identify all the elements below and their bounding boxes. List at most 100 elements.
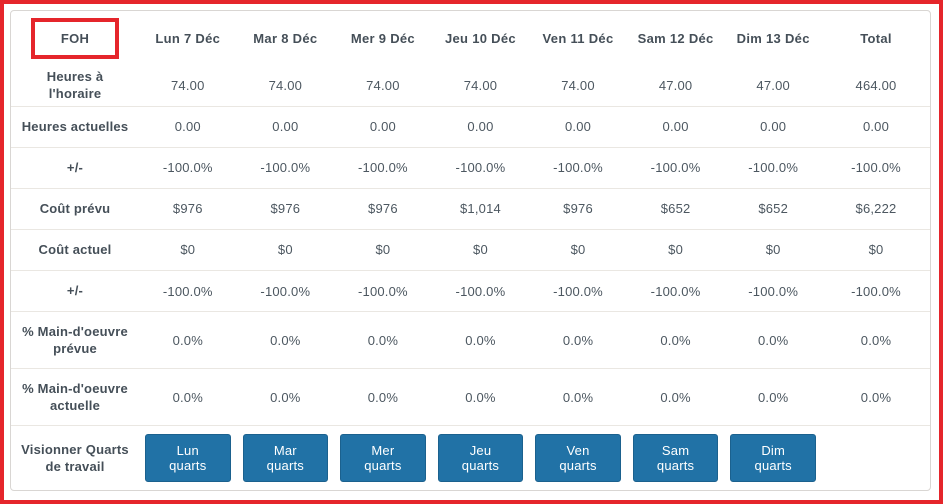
cell-value: 0.0% xyxy=(172,389,203,405)
foh-group-highlight-box: FOH xyxy=(30,17,120,59)
row-label: Heures actuelles xyxy=(21,118,129,134)
table-row: +/- -100.0% -100.0% -100.0% -100.0% -100.0% -1… xyxy=(11,270,930,312)
cell-value: -100.0% xyxy=(650,283,701,299)
cell-value: -100.0% xyxy=(553,283,603,299)
shifts-button-cell: Dim quarts xyxy=(724,426,822,490)
table-header-row: FOH Lun 7 Déc Mar 8 Déc Mer 9 Déc Jeu 10 Dé… xyxy=(11,11,930,65)
cell-value: 74.00 xyxy=(171,77,205,93)
labor-summary-table: FOH Lun 7 Déc Mar 8 Déc Mer 9 Déc Jeu 10 Dé… xyxy=(11,11,930,490)
cell-value: -100.0% xyxy=(748,160,799,176)
cell-value: 74.00 xyxy=(561,77,595,93)
cell-value: 0.00 xyxy=(564,119,592,135)
cell-value: 0.0% xyxy=(270,332,301,348)
cell-value: -100.0% xyxy=(162,160,213,176)
day-shifts-button[interactable]: Jeu quarts xyxy=(437,434,524,483)
cell-value: 0.0% xyxy=(270,389,301,405)
cell-value: 0.0% xyxy=(465,332,496,348)
group-header-cell: FOH xyxy=(11,11,139,65)
cell-value: -100.0% xyxy=(553,160,603,176)
cell-value: -100.0% xyxy=(260,283,311,299)
shifts-button-cell: Ven quarts xyxy=(529,426,627,490)
cell-value: -100.0% xyxy=(455,283,506,299)
cell-value: 0.0% xyxy=(757,332,789,348)
cell-value: 74.00 xyxy=(463,77,498,93)
table-row: Coût prévu $976 $976 $976 $1,014 $976 $652 $652… xyxy=(11,188,930,230)
cell-value: 0.0% xyxy=(367,389,399,405)
cell-value: $0 xyxy=(473,242,488,258)
day-shifts-button[interactable]: Dim quarts xyxy=(730,434,816,483)
cell-value: $976 xyxy=(563,201,593,217)
cell-value: -100.0% xyxy=(455,160,506,176)
cell-value: $1,014 xyxy=(459,201,501,217)
row-label: +/- xyxy=(66,283,84,299)
table-row: % Main-d'oeuvre prévue 0.0% 0.0% 0.0% 0.0% 0.… xyxy=(11,312,930,369)
cell-value: 0.0% xyxy=(860,332,892,348)
cell-value: -100.0% xyxy=(851,283,901,299)
day-shifts-button[interactable]: Mer quarts xyxy=(340,434,426,483)
cell-value: 0.0% xyxy=(562,332,594,348)
cell-value: $976 xyxy=(368,201,398,217)
table-row: Heures actuelles 0.00 0.00 0.00 0.00 0.00 0.00… xyxy=(11,106,930,148)
row-label: Heures à l'horaire xyxy=(46,68,104,102)
cell-value: -100.0% xyxy=(357,160,408,176)
row-label: +/- xyxy=(66,159,84,175)
cell-value: $0 xyxy=(375,242,391,258)
cell-value: 0.0% xyxy=(172,332,203,348)
cell-value: 74.00 xyxy=(366,77,400,93)
cell-value: 47.00 xyxy=(756,77,790,93)
cell-value: -100.0% xyxy=(650,160,701,176)
day-shifts-button[interactable]: Mar quarts xyxy=(242,434,329,483)
row-label: % Main-d'oeuvre actuelle xyxy=(22,380,128,414)
cell-value: 0.0% xyxy=(465,389,496,405)
cell-value: $976 xyxy=(172,201,203,217)
cell-value: 0.0% xyxy=(562,389,594,405)
table-row: +/- -100.0% -100.0% -100.0% -100.0% -100.0% -1… xyxy=(11,147,930,189)
column-header-day: Ven 11 Déc xyxy=(542,30,614,46)
cell-value: -100.0% xyxy=(162,283,213,299)
cell-value: $6,222 xyxy=(855,201,897,217)
cell-value: $0 xyxy=(868,242,884,258)
cell-value: 0.0% xyxy=(757,389,789,405)
cell-value: -100.0% xyxy=(748,283,799,299)
table-row: % Main-d'oeuvre actuelle 0.0% 0.0% 0.0% 0.0%… xyxy=(11,369,930,426)
column-header-day: Jeu 10 Déc xyxy=(445,30,516,46)
shifts-button-cell: Lun quarts xyxy=(139,426,237,490)
shifts-button-cell: Jeu quarts xyxy=(432,426,530,490)
cell-value: -100.0% xyxy=(851,160,901,176)
cell-value: 0.00 xyxy=(862,119,890,135)
column-header-day: Sam 12 Déc xyxy=(637,30,714,46)
cell-value: $0 xyxy=(570,242,586,258)
column-header-day: Mer 9 Déc xyxy=(350,30,415,46)
cell-value: 0.0% xyxy=(660,332,691,348)
labor-summary-card: FOH Lun 7 Déc Mar 8 Déc Mer 9 Déc Jeu 10 Dé… xyxy=(10,10,931,491)
view-shifts-row: Visionner Quarts de travail Lun quarts Mar… xyxy=(11,426,930,490)
day-shifts-button[interactable]: Lun quarts xyxy=(145,434,231,483)
shifts-button-cell: Sam quarts xyxy=(627,426,725,490)
cell-value: 0.00 xyxy=(174,119,201,135)
day-shifts-button[interactable]: Ven quarts xyxy=(535,434,621,483)
empty-total-cell xyxy=(822,426,930,490)
shifts-button-cell: Mar quarts xyxy=(237,426,335,490)
table-row: Coût actuel $0 $0 $0 $0 $0 $0 $0 $0 xyxy=(11,229,930,271)
cell-value: $0 xyxy=(668,242,684,258)
cell-value: 0.0% xyxy=(860,389,892,405)
column-header-total: Total xyxy=(860,30,892,46)
cell-value: $0 xyxy=(180,242,196,258)
cell-value: 0.00 xyxy=(467,119,494,135)
cell-value: $0 xyxy=(765,242,781,258)
column-header-day: Lun 7 Déc xyxy=(155,30,221,46)
row-label: Visionner Quarts de travail xyxy=(21,441,129,475)
cell-value: -100.0% xyxy=(260,160,311,176)
cell-value: 0.00 xyxy=(272,119,299,135)
cell-value: 47.00 xyxy=(658,77,693,93)
day-shifts-button[interactable]: Sam quarts xyxy=(632,434,719,483)
cell-value: 464.00 xyxy=(855,77,897,93)
cell-value: $652 xyxy=(660,201,691,217)
cell-value: 0.0% xyxy=(660,389,691,405)
cell-value: 74.00 xyxy=(268,77,303,93)
cell-value: $976 xyxy=(270,201,301,217)
shifts-button-cell: Mer quarts xyxy=(334,426,432,490)
row-label: Coût prévu xyxy=(39,201,111,217)
cell-value: $0 xyxy=(277,242,293,258)
